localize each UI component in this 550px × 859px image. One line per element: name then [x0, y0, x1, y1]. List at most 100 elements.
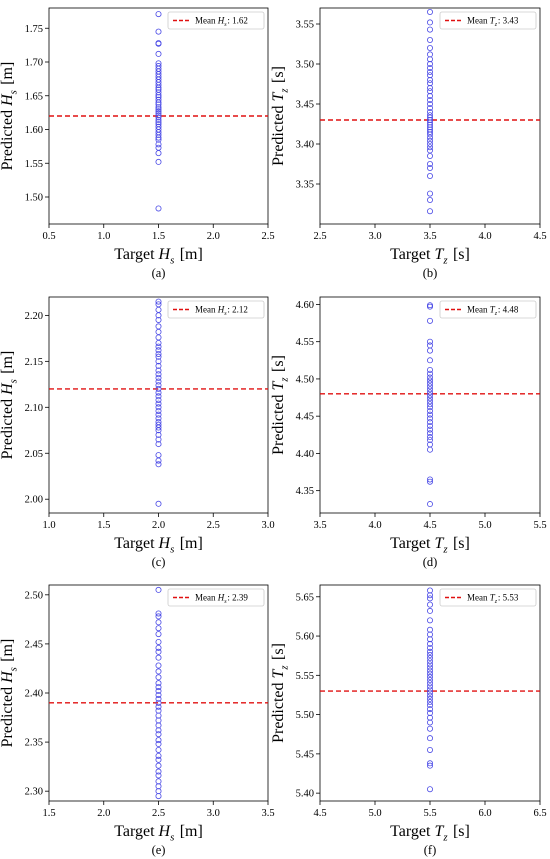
data-point [155, 674, 162, 681]
data-point [155, 662, 162, 669]
data-point [155, 680, 162, 687]
plot-frame [319, 7, 541, 225]
data-point [155, 419, 162, 426]
data-point [155, 117, 162, 124]
data-point [155, 40, 162, 47]
data-point [155, 112, 162, 119]
x-axis-label: Target Hs [m] [114, 823, 203, 844]
data-point [426, 19, 433, 26]
data-point [426, 380, 433, 387]
data-point [155, 431, 162, 438]
data-point [426, 686, 433, 693]
x-tick-label: 5.0 [368, 808, 381, 819]
data-point [426, 51, 433, 58]
y-tick-label: 5.50 [296, 710, 314, 721]
y-tick-label: 2.20 [25, 311, 43, 322]
data-point [155, 374, 162, 381]
data-point [426, 105, 433, 112]
data-point [426, 661, 433, 668]
data-point [426, 392, 433, 399]
data-point [426, 80, 433, 87]
data-point [155, 396, 162, 403]
y-tick-label: 1.50 [25, 193, 43, 204]
data-point [426, 190, 433, 197]
legend-label: Mean Tz : 5.53 [467, 593, 519, 606]
data-point [155, 613, 162, 620]
data-point [426, 114, 433, 121]
panel-b: 2.5 3.0 3.5 4.0 4.5 3.35 3.40 3.45 3.50 3.55 Targe… [270, 7, 547, 280]
x-tick-label: 5.0 [478, 520, 491, 531]
data-point [155, 205, 162, 212]
x-tick-label: 2.0 [97, 808, 110, 819]
y-tick-label: 1.60 [25, 125, 43, 136]
x-tick-label: 4.0 [368, 520, 381, 531]
data-point [155, 11, 162, 18]
data-point [426, 147, 433, 154]
data-point [426, 651, 433, 658]
panel-label: (d) [423, 555, 438, 569]
data-point [426, 626, 433, 633]
data-point [426, 172, 433, 179]
y-tick-label: 2.05 [25, 449, 43, 460]
data-point [426, 746, 433, 753]
data-point [426, 302, 433, 309]
data-point [426, 441, 433, 448]
data-point [426, 658, 433, 665]
y-tick-label: 3.50 [296, 60, 314, 71]
x-tick-label: 5.5 [423, 808, 436, 819]
data-point [426, 476, 433, 483]
y-axis-label: Predicted Tz [s] [270, 355, 291, 455]
data-point [426, 109, 433, 116]
data-point [426, 689, 433, 696]
data-point [426, 131, 433, 138]
data-point [155, 691, 162, 698]
y-axis-label: Predicted Tz [s] [270, 66, 291, 166]
data-point [426, 762, 433, 769]
data-point [426, 97, 433, 104]
data-point [155, 316, 162, 323]
data-point [155, 610, 162, 617]
data-point [155, 695, 162, 702]
x-tick-label: 3.5 [423, 231, 436, 242]
x-tick-label: 0.5 [42, 231, 55, 242]
y-tick-label: 2.45 [25, 639, 43, 650]
data-point [155, 778, 162, 785]
data-point [155, 382, 162, 389]
panel-label: (c) [152, 555, 166, 569]
data-point [155, 762, 162, 769]
data-point [155, 298, 162, 305]
data-point [155, 746, 162, 753]
data-point [155, 772, 162, 779]
data-point [426, 72, 433, 79]
legend-label: Mean Hs : 2.12 [195, 305, 248, 318]
panel-c: 1.0 1.5 2.0 2.5 3.0 2.00 2.05 2.10 2.15 2.20 Targe… [0, 296, 275, 569]
data-point [426, 8, 433, 15]
data-point [426, 725, 433, 732]
x-tick-label: 1.0 [97, 231, 110, 242]
data-point [426, 208, 433, 215]
x-axis-label: Target Hs [m] [114, 535, 203, 556]
data-point [426, 631, 433, 638]
panel-label: (e) [152, 843, 166, 857]
data-point [155, 323, 162, 330]
data-point [426, 648, 433, 655]
data-point [155, 421, 162, 428]
data-point [155, 752, 162, 759]
x-axis-label: Target Tz [s] [390, 246, 470, 267]
y-tick-label: 4.35 [296, 486, 314, 497]
y-tick-label: 4.55 [296, 337, 314, 348]
data-point [155, 96, 162, 103]
data-point [426, 128, 433, 135]
data-point [426, 383, 433, 390]
data-point [155, 400, 162, 407]
data-point [155, 121, 162, 128]
x-tick-label: 4.5 [423, 520, 436, 531]
data-point [426, 655, 433, 662]
y-tick-label: 1.55 [25, 159, 43, 170]
data-point [426, 342, 433, 349]
x-tick-label: 4.0 [478, 231, 491, 242]
data-point [426, 411, 433, 418]
data-point [426, 389, 433, 396]
data-point [426, 112, 433, 119]
data-point [426, 706, 433, 713]
